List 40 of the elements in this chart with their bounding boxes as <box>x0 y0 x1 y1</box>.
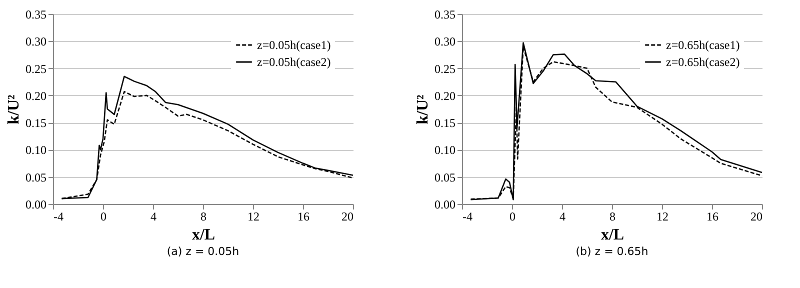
x-tick-label: 16 <box>706 210 718 224</box>
x-tick-label: 12 <box>248 210 260 224</box>
y-tick-label: 0.10 <box>26 143 46 158</box>
x-tick-label: 8 <box>610 210 616 224</box>
text: (a) z = 0.05h <box>166 245 240 258</box>
x-tick-label: -4 <box>462 210 472 224</box>
y-tick-label: 0.15 <box>26 116 46 130</box>
x-tick-label: 8 <box>200 210 206 224</box>
y-tick-label: 0.00 <box>434 198 456 212</box>
y-tick-label: 0.25 <box>26 62 46 76</box>
x-axis-title: x/L <box>600 226 624 244</box>
y-tick-label: 0.30 <box>434 34 456 49</box>
x-axis-title: x/L <box>192 226 216 244</box>
legend-label: z=0.65h(case1) <box>666 38 740 52</box>
x-tick-label: 12 <box>656 210 668 224</box>
x-tick-label: -4 <box>54 210 64 224</box>
x-tick-label: 0 <box>510 210 516 224</box>
x-tick-label: 4 <box>560 210 566 224</box>
x-tick-label: 16 <box>298 210 310 224</box>
y-tick-label: 0.35 <box>26 8 46 22</box>
y-tick-label: 0.20 <box>434 88 456 103</box>
x-tick-label: 0 <box>100 210 106 224</box>
y-tick-label: 0.30 <box>26 34 46 49</box>
y-tick-label: 0.00 <box>26 198 46 212</box>
x-tick-label: 20 <box>342 210 354 224</box>
text: (b) z = 0.65h <box>576 245 648 258</box>
y-tick-label: 0.05 <box>434 170 456 184</box>
y-tick-label: 0.35 <box>434 8 456 22</box>
x-tick-label: 20 <box>750 210 762 224</box>
y-tick-label: 0.05 <box>26 170 46 184</box>
legend-label: z=0.65h(case2) <box>666 55 740 69</box>
y-tick-label: 0.20 <box>26 88 46 103</box>
x-tick-label: 4 <box>150 210 156 224</box>
y-axis-title: k/U² <box>6 94 22 124</box>
legend-label: z=0.05h(case2) <box>257 55 331 69</box>
y-axis-title: k/U² <box>414 94 432 124</box>
y-tick-label: 0.25 <box>434 62 456 76</box>
y-tick-label: 0.15 <box>434 116 456 130</box>
legend-label: z=0.05h(case1) <box>257 38 331 52</box>
y-tick-label: 0.10 <box>434 143 456 158</box>
